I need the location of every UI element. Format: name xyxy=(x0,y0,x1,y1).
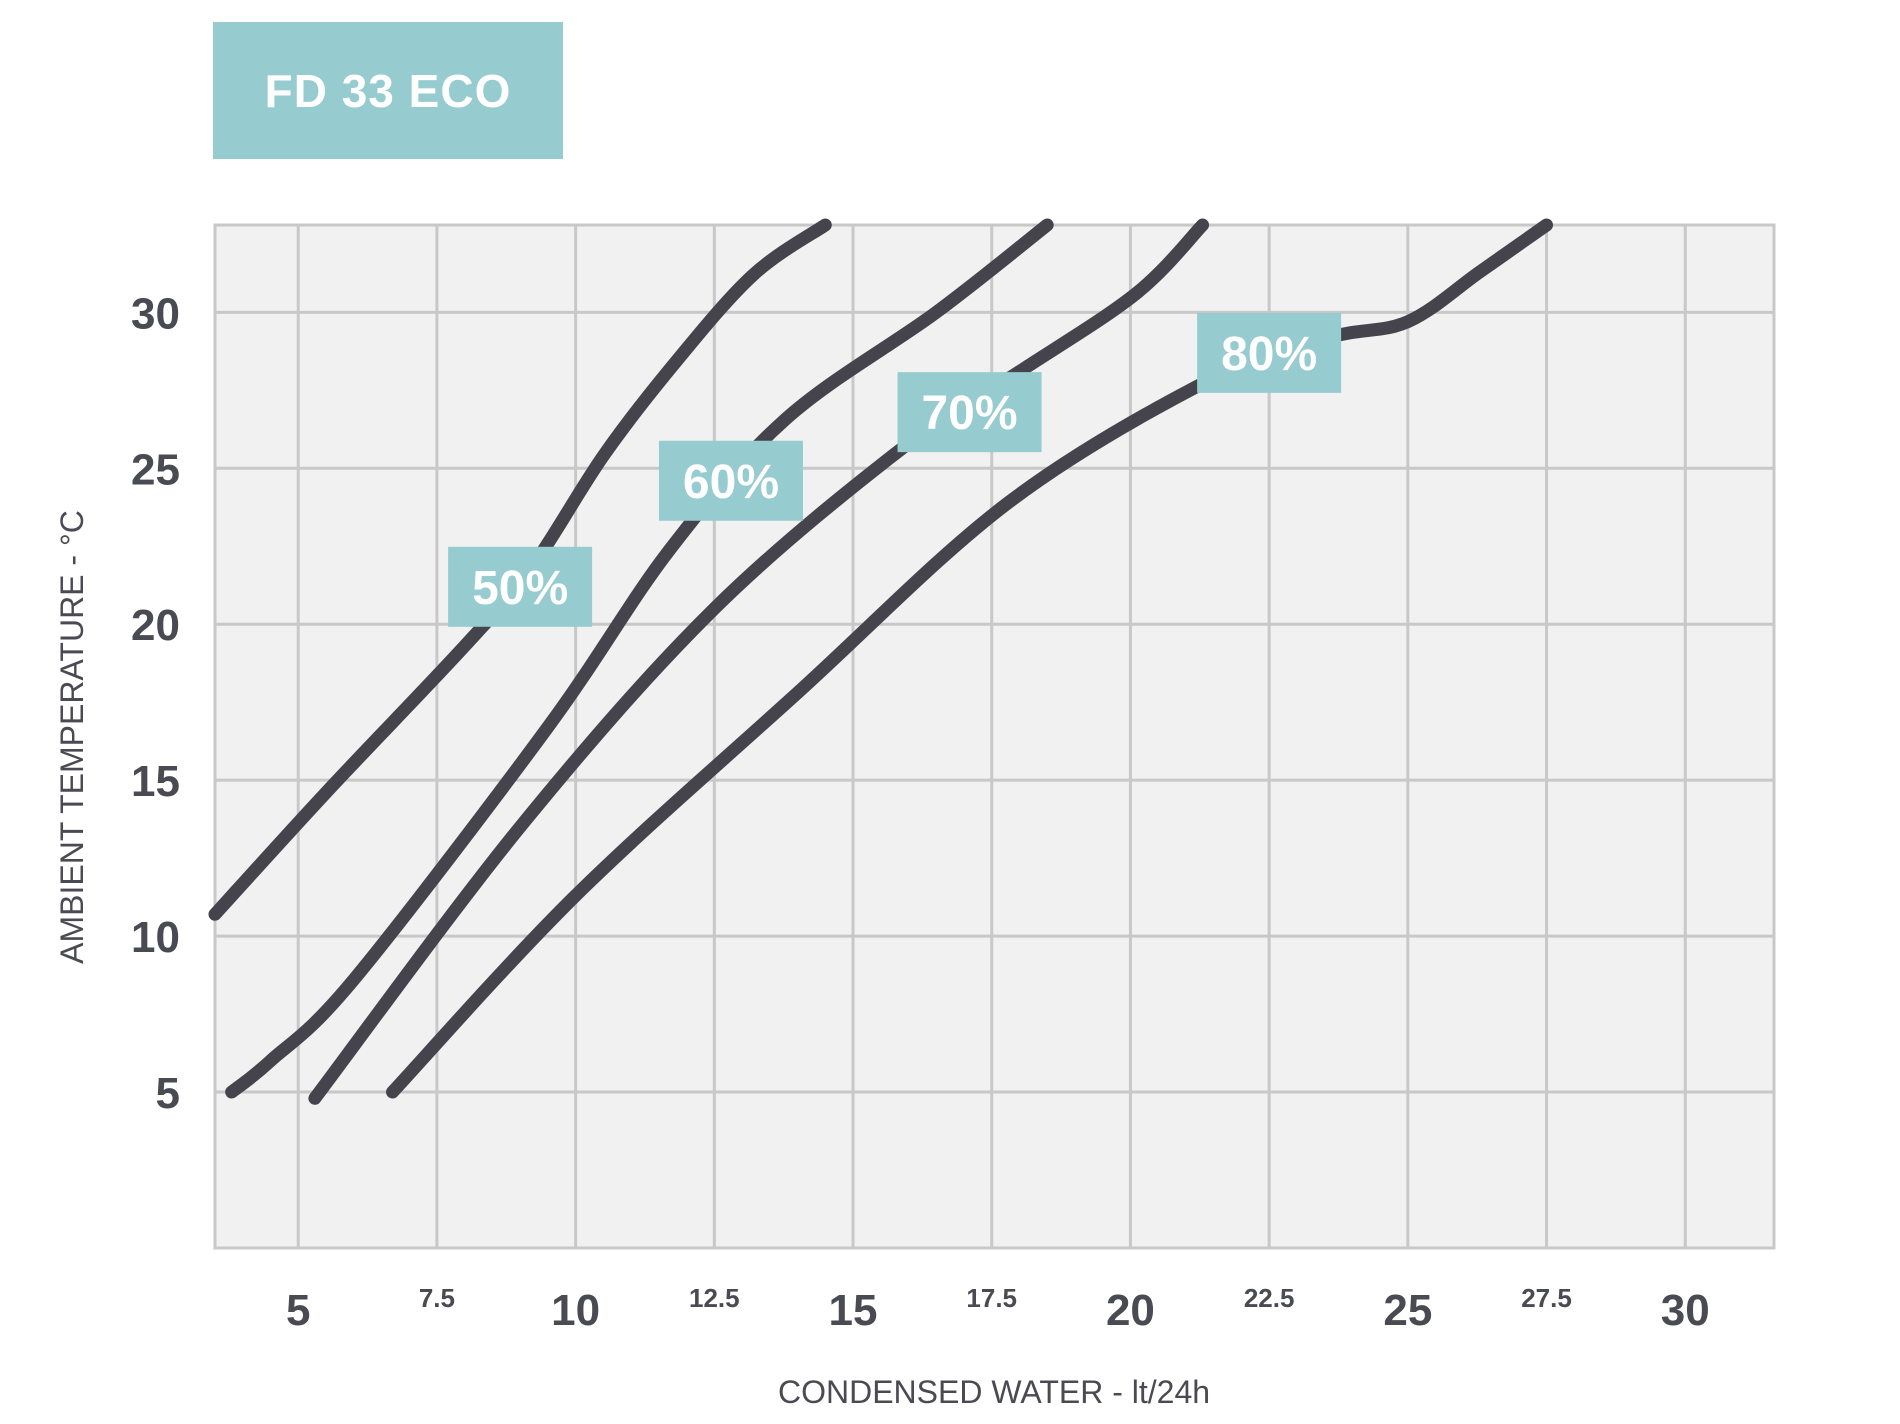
y-tick-label: 5 xyxy=(156,1069,180,1118)
series-line-70pct xyxy=(308,218,1210,1105)
series-label-50pct: 50% xyxy=(448,546,593,627)
series-label-box xyxy=(1197,312,1342,393)
x-tick-label: 5 xyxy=(286,1286,310,1335)
series-line-80pct xyxy=(386,218,1554,1099)
y-axis-title: AMBIENT TEMPERATURE - °C xyxy=(54,510,90,964)
x-axis-title: CONDENSED WATER - lt/24h xyxy=(778,1374,1210,1410)
series-label-text: 60% xyxy=(683,456,779,509)
series-label-text: 70% xyxy=(921,387,1017,440)
y-tick-label: 25 xyxy=(131,445,180,494)
x-tick-label: 7.5 xyxy=(419,1283,455,1313)
x-tick-label: 25 xyxy=(1383,1286,1432,1335)
y-axis-ticks: 5 10 15 20 25 30 xyxy=(131,289,180,1118)
y-tick-label: 15 xyxy=(131,757,180,806)
series-label-box xyxy=(897,372,1042,453)
x-tick-label: 10 xyxy=(551,1286,600,1335)
series-label-text: 50% xyxy=(472,562,568,615)
x-tick-label: 27.5 xyxy=(1521,1283,1572,1313)
series-label-text: 80% xyxy=(1221,328,1317,381)
x-tick-label: 20 xyxy=(1106,1286,1155,1335)
x-tick-label: 15 xyxy=(829,1286,878,1335)
x-tick-label: 22.5 xyxy=(1244,1283,1295,1313)
y-tick-label: 10 xyxy=(131,913,180,962)
y-tick-label: 20 xyxy=(131,601,180,650)
series-label-box xyxy=(448,546,593,627)
series-label-box xyxy=(658,440,803,521)
series-line-60pct xyxy=(225,218,1054,1099)
series-labels: 50% 60% 70% 80% xyxy=(448,312,1342,627)
x-tick-label: 17.5 xyxy=(966,1283,1017,1313)
chart-title: FD 33 ECO xyxy=(264,64,512,117)
series-label-60pct: 60% xyxy=(658,440,803,521)
chart-title-badge: FD 33 ECO xyxy=(213,22,563,159)
series-label-70pct: 70% xyxy=(897,372,1042,453)
series-label-80pct: 80% xyxy=(1197,312,1342,393)
series-line-50pct xyxy=(208,218,832,921)
series-lines xyxy=(208,218,1554,1105)
y-tick-label: 30 xyxy=(131,289,180,338)
x-tick-label: 12.5 xyxy=(689,1283,740,1313)
x-tick-label: 30 xyxy=(1661,1286,1710,1335)
x-axis-ticks: 5 7.5 10 12.5 15 17.5 20 22.5 25 27.5 30 xyxy=(286,1283,1710,1335)
